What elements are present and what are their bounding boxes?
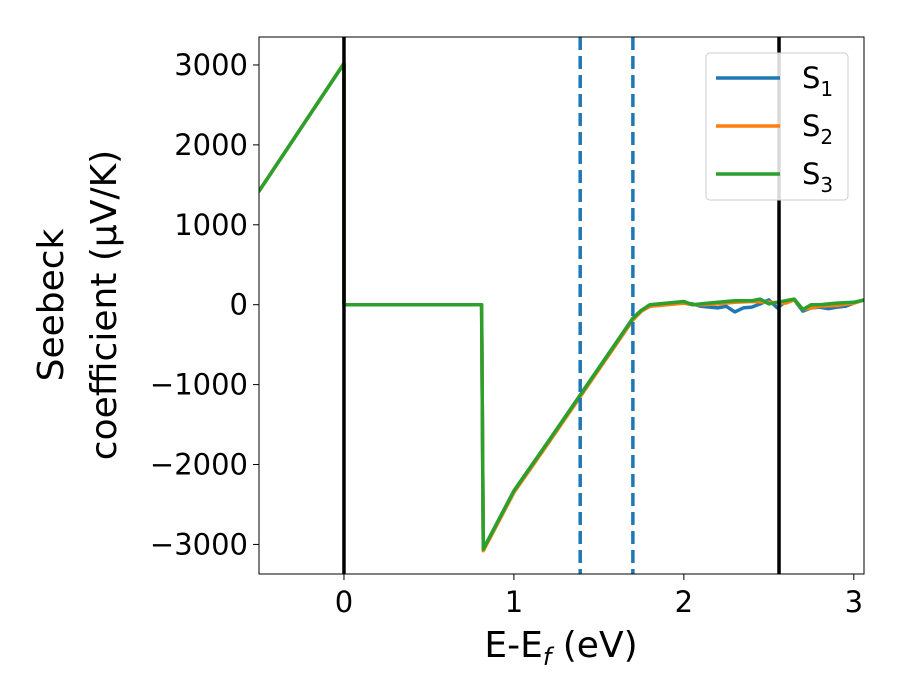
y-tick-label: −1000 [150, 368, 248, 402]
y-tick-label: −2000 [150, 448, 248, 482]
y-tick-label: 0 [230, 288, 248, 322]
x-tick-label: 2 [675, 585, 693, 619]
y-axis: 3000 2000 1000 0 −1000 −2000 −3000 [150, 48, 259, 561]
x-tick-label: 0 [335, 585, 353, 619]
x-tick-label: 1 [505, 585, 523, 619]
legend-label-s3: S3 [802, 157, 833, 197]
x-axis: 0 1 2 3 [335, 574, 863, 619]
y-tick-label: −3000 [150, 527, 248, 561]
plot-frame [258, 36, 865, 575]
y-axis-label: Seebeck coefficient (μV/K) [31, 150, 125, 460]
legend-label-s2: S2 [802, 109, 833, 149]
legend: S1 S2 S3 [705, 52, 849, 201]
y-axis-label-line1: Seebeck [31, 228, 72, 381]
y-tick-label: 2000 [174, 128, 248, 162]
legend-label-s1: S1 [802, 61, 833, 101]
y-tick-label: 1000 [174, 208, 248, 242]
y-axis-label-line2: coefficient (μV/K) [84, 150, 125, 460]
x-axis-label: E-Ef (eV) [484, 625, 637, 671]
plot-area [258, 36, 865, 575]
x-tick-label: 3 [845, 585, 863, 619]
y-tick-label: 3000 [174, 48, 248, 82]
series-line-s3 [259, 61, 864, 551]
